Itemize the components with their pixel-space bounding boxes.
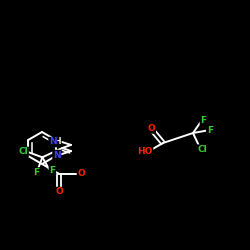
Text: F: F: [34, 168, 40, 177]
Text: F: F: [49, 166, 56, 175]
Text: Cl: Cl: [198, 145, 207, 154]
Text: H: H: [54, 138, 61, 146]
Text: F: F: [207, 126, 213, 135]
Text: O: O: [56, 188, 63, 196]
Text: F: F: [200, 116, 206, 125]
Text: N: N: [53, 150, 61, 160]
Text: O: O: [148, 124, 155, 133]
Text: HO: HO: [137, 146, 152, 156]
Text: Cl: Cl: [18, 147, 28, 156]
Text: N: N: [49, 138, 57, 146]
Text: O: O: [78, 170, 85, 178]
